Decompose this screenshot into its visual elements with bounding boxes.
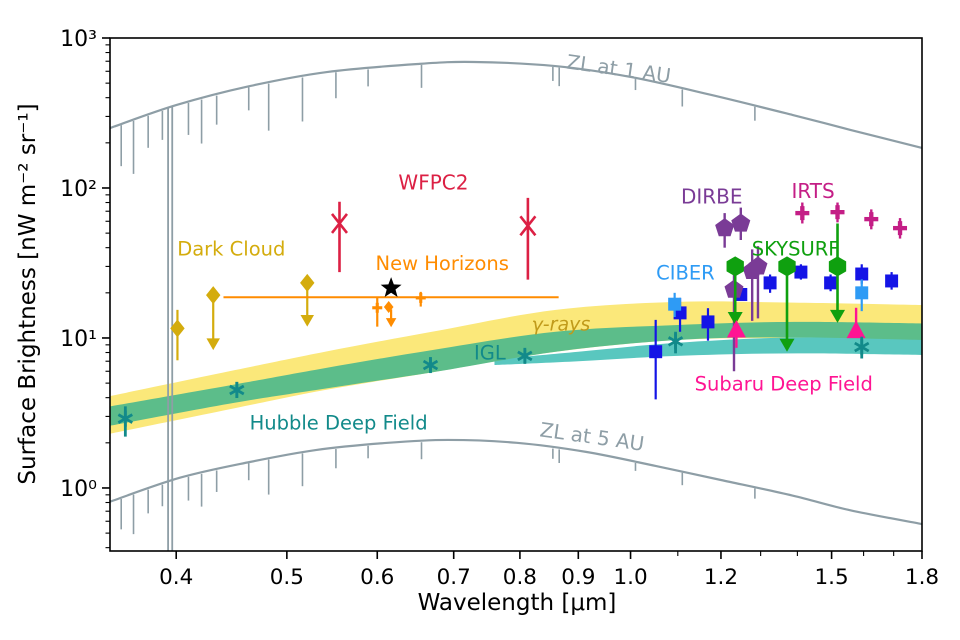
x-tick-label: 1.8 [905, 565, 939, 590]
band-teal-igl-band [494, 337, 922, 366]
x-tick-label: 1.2 [704, 565, 738, 590]
series-new-horizons [223, 291, 559, 328]
x-tick-label: 0.6 [360, 565, 394, 590]
series-ciber [668, 279, 869, 318]
series-new-horizons-star [380, 277, 402, 298]
series-skysurf [726, 223, 847, 352]
annotation-hubble-deep-field: Hubble Deep Field [250, 411, 428, 434]
annotation-igl: IGL [474, 342, 506, 365]
x-axis-label: Wavelength [μm] [417, 590, 617, 616]
series-wfpc2 [330, 197, 537, 280]
annotation-wfpc2: WFPC2 [398, 171, 468, 195]
annotation-ciber: CIBER [656, 262, 715, 285]
band-gamma-rays-band [110, 301, 922, 434]
x-tick-label: 0.8 [503, 565, 537, 590]
series-dark-cloud [170, 273, 315, 361]
band-green-igl-band [110, 321, 922, 426]
y-tick-label: 10³ [60, 27, 97, 52]
annotations: ZL at 1 AU ZL at 5 AU WFPC2 Dark Cloud New H… [177, 50, 873, 456]
series-subaru-deep-field [726, 307, 866, 348]
curve-zl-at-5-au [109, 438, 923, 526]
x-tick-label: 1.0 [613, 565, 647, 590]
data-series [117, 197, 908, 437]
y-axis-label: Surface Brightness [nW m⁻² sr⁻¹] [15, 103, 41, 485]
x-tick-label: 0.5 [270, 565, 304, 590]
annotation-new-horizons: New Horizons [376, 252, 509, 275]
y-tick-label: 10¹ [60, 327, 97, 352]
annotation-dirbe: DIRBE [681, 184, 743, 208]
annotation-subaru-deep-field: Subaru Deep Field [695, 372, 873, 395]
zl-curves [109, 60, 923, 535]
y-tick-label: 10⁰ [60, 477, 97, 502]
x-tick-label: 0.4 [159, 565, 193, 590]
y-tick-label: 10² [60, 177, 97, 202]
annotation-rays: γ-rays [532, 314, 591, 336]
annotation-dark-cloud: Dark Cloud [177, 237, 285, 260]
curve-zl-at-1-au [109, 60, 923, 149]
series-hubble-deep-field [117, 331, 870, 437]
x-tick-label: 1.5 [814, 565, 848, 590]
series-irts [795, 202, 908, 239]
series-unlabeled-blue-squares [649, 264, 899, 400]
x-tick-label: 0.9 [561, 565, 595, 590]
bands [110, 301, 922, 434]
annotation-skysurf: SKYSURF [752, 237, 840, 260]
annotation-irts: IRTS [791, 179, 834, 203]
x-tick-label: 0.7 [437, 565, 471, 590]
axes: 0.4 0.5 0.6 0.7 0.8 0.9 1.0 1.2 1.5 1.8 10⁰ 10¹ 10² 1… [60, 27, 939, 590]
annotation-zl-at-1-au: ZL at 1 AU [565, 50, 672, 88]
annotation-zl-at-5-au: ZL at 5 AU [538, 417, 645, 455]
